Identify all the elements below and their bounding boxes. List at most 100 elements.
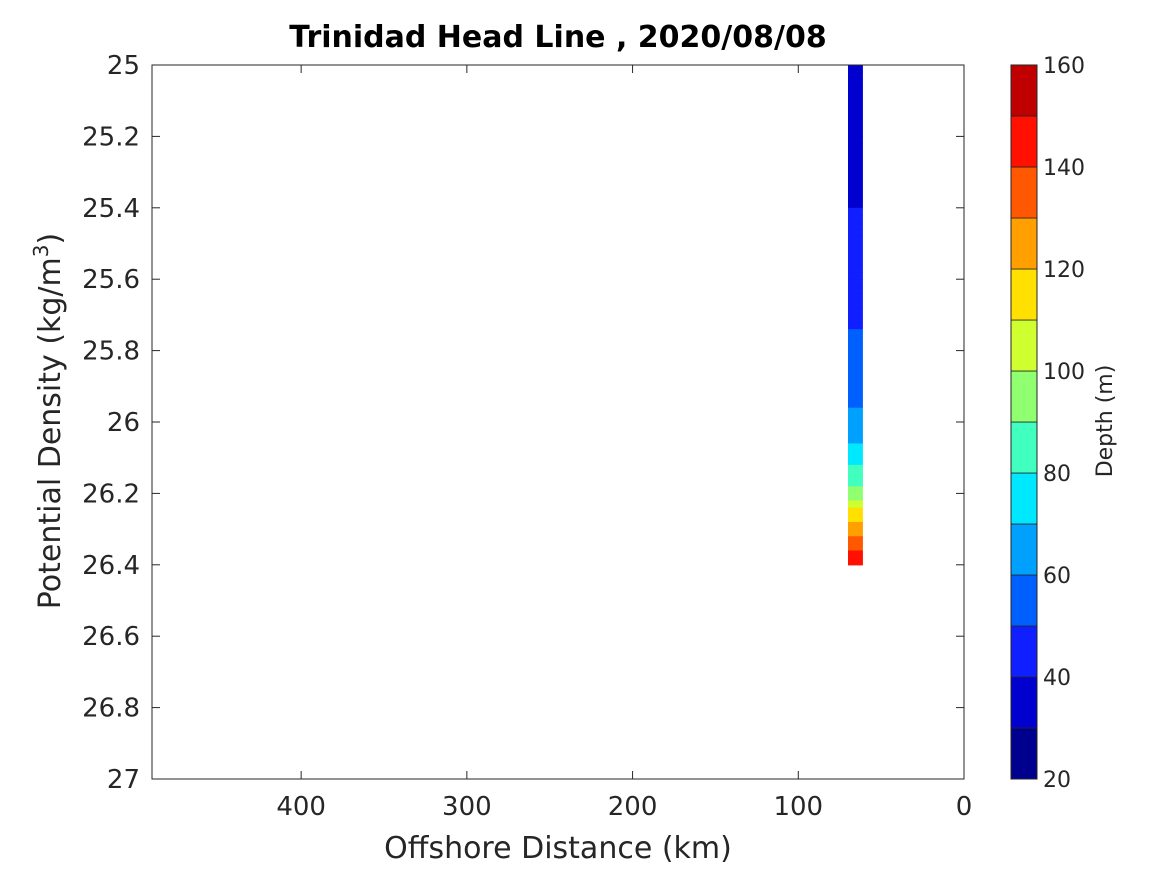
contour-cell bbox=[848, 315, 863, 323]
contour-cell bbox=[848, 151, 863, 159]
colorbar-segment bbox=[1011, 116, 1037, 167]
y-tick-label: 25.6 bbox=[82, 265, 140, 295]
contour-cell bbox=[848, 293, 863, 301]
y-tick-label: 25 bbox=[107, 51, 140, 81]
contour-cell bbox=[848, 422, 863, 430]
x-tick-label: 300 bbox=[442, 792, 492, 822]
contour-cell bbox=[848, 393, 863, 401]
colorbar-segment bbox=[1011, 269, 1037, 320]
plot-layer bbox=[848, 65, 863, 565]
y-tick-label: 26 bbox=[107, 408, 140, 438]
contour-cell bbox=[848, 508, 863, 516]
contour-cell bbox=[848, 301, 863, 309]
contour-cell bbox=[848, 208, 863, 216]
contour-cell bbox=[848, 194, 863, 202]
contour-cell bbox=[848, 501, 863, 509]
colorbar-segment bbox=[1011, 167, 1037, 218]
contour-cell bbox=[848, 408, 863, 416]
contour-cell bbox=[848, 236, 863, 244]
colorbar-segment bbox=[1011, 422, 1037, 473]
contour-cell bbox=[848, 458, 863, 466]
colorbar-tick-label: 40 bbox=[1043, 666, 1071, 691]
contour-cell bbox=[848, 122, 863, 130]
contour-cell bbox=[848, 451, 863, 459]
contour-cell bbox=[848, 129, 863, 137]
contour-cell bbox=[848, 101, 863, 109]
contour-cell bbox=[848, 72, 863, 80]
x-axis-label: Offshore Distance (km) bbox=[384, 831, 732, 866]
contour-cell bbox=[848, 536, 863, 544]
contour-cell bbox=[848, 286, 863, 294]
contour-cell bbox=[848, 493, 863, 501]
colorbar-segment bbox=[1011, 371, 1037, 422]
y-tick-label: 26.6 bbox=[82, 622, 140, 652]
axes-layer: 400 300 200 100 0 25 25.2 25.4 25.6 25.8 26 26.2 26.… bbox=[82, 51, 972, 822]
contour-cell bbox=[848, 165, 863, 173]
contour-cell bbox=[848, 308, 863, 316]
contour-cell bbox=[848, 179, 863, 187]
contour-cell bbox=[848, 486, 863, 494]
contour-cell bbox=[848, 415, 863, 423]
contour-cell bbox=[848, 401, 863, 409]
contour-cell bbox=[848, 108, 863, 116]
colorbar-layer: 20 40 60 80 100 120 140 160 bbox=[1011, 54, 1085, 793]
colorbar-segment bbox=[1011, 218, 1037, 269]
contour-cell bbox=[848, 201, 863, 209]
colorbar-segment bbox=[1011, 65, 1037, 116]
contour-cell bbox=[848, 372, 863, 380]
colorbar-segment bbox=[1011, 320, 1037, 371]
contour-cell bbox=[848, 79, 863, 87]
contour-cell bbox=[848, 215, 863, 223]
colorbar-segment bbox=[1011, 626, 1037, 677]
contour-cell bbox=[848, 443, 863, 451]
contour-cell bbox=[848, 343, 863, 351]
colorbar-segment bbox=[1011, 473, 1037, 524]
plot-frame bbox=[152, 65, 964, 779]
colorbar-tick-label: 140 bbox=[1043, 156, 1085, 181]
contour-cell bbox=[848, 351, 863, 359]
contour-cell bbox=[848, 86, 863, 94]
contour-cell bbox=[848, 65, 863, 73]
contour-cell bbox=[848, 158, 863, 166]
x-tick-label: 400 bbox=[276, 792, 326, 822]
y-axis-label: Potential Density (kg/m3) bbox=[29, 233, 68, 609]
contour-cell bbox=[848, 94, 863, 102]
colorbar-label: Depth (m) bbox=[1093, 365, 1118, 478]
colorbar-tick-label: 20 bbox=[1043, 768, 1071, 793]
contour-cell bbox=[848, 265, 863, 273]
contour-cell bbox=[848, 465, 863, 473]
x-tick-label: 0 bbox=[956, 792, 973, 822]
contour-cell bbox=[848, 136, 863, 144]
colorbar-tick-label: 120 bbox=[1043, 258, 1085, 283]
contour-cell bbox=[848, 529, 863, 537]
y-tick-label: 26.2 bbox=[82, 479, 140, 509]
y-axis-label-close: ) bbox=[33, 233, 68, 245]
colorbar-tick-label: 100 bbox=[1043, 360, 1085, 385]
contour-cell bbox=[848, 543, 863, 551]
contour-cell bbox=[848, 515, 863, 523]
contour-cell bbox=[848, 479, 863, 487]
y-axis-label-main: Potential Density (kg/m bbox=[33, 257, 68, 609]
contour-cell bbox=[848, 522, 863, 530]
contour-cell bbox=[848, 115, 863, 123]
contour-cell bbox=[848, 279, 863, 287]
contour-cell bbox=[848, 329, 863, 337]
contour-cell bbox=[848, 272, 863, 280]
colorbar-segment bbox=[1011, 728, 1037, 779]
contour-cell bbox=[848, 336, 863, 344]
chart-title: Trinidad Head Line , 2020/08/08 bbox=[289, 20, 826, 55]
colorbar-segment bbox=[1011, 575, 1037, 626]
y-tick-label: 26.4 bbox=[82, 551, 140, 581]
contour-cell bbox=[848, 186, 863, 194]
contour-cell bbox=[848, 322, 863, 330]
contour-cell bbox=[848, 472, 863, 480]
contour-cell bbox=[848, 386, 863, 394]
colorbar-tick-label: 80 bbox=[1043, 462, 1071, 487]
y-tick-label: 25.8 bbox=[82, 337, 140, 367]
x-tick-label: 200 bbox=[608, 792, 658, 822]
y-axis-label-superscript: 3 bbox=[29, 244, 53, 257]
contour-cell bbox=[848, 436, 863, 444]
contour-cell bbox=[848, 222, 863, 230]
